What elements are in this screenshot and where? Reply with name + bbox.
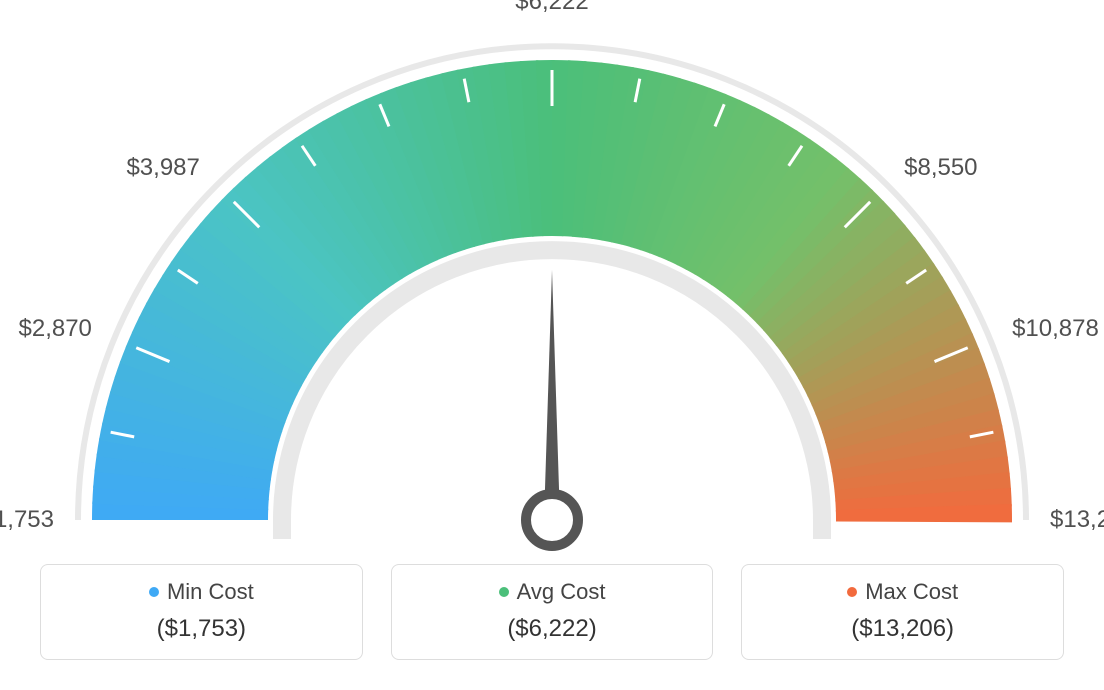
legend-value-max: ($13,206): [752, 615, 1053, 643]
scale-label: $8,550: [904, 154, 977, 182]
legend-card-max: Max Cost ($13,206): [741, 564, 1064, 660]
legend-title-min: Min Cost: [149, 579, 254, 605]
legend-title-max: Max Cost: [847, 579, 958, 605]
scale-label: $3,987: [126, 154, 199, 182]
scale-label: $13,206: [1050, 506, 1104, 534]
scale-label: $6,222: [515, 0, 588, 16]
dot-icon: [499, 587, 509, 597]
legend-value-min: ($1,753): [51, 615, 352, 643]
scale-label: $2,870: [19, 315, 92, 343]
legend-card-min: Min Cost ($1,753): [40, 564, 363, 660]
legend-title-text: Max Cost: [865, 579, 958, 605]
gauge-area: $1,753 $2,870 $3,987 $6,222 $8,550 $10,878 $13…: [0, 0, 1104, 560]
cost-gauge-chart: $1,753 $2,870 $3,987 $6,222 $8,550 $10,878 $13…: [0, 0, 1104, 690]
legend-title-avg: Avg Cost: [499, 579, 606, 605]
dot-icon: [149, 587, 159, 597]
legend-title-text: Min Cost: [167, 579, 254, 605]
scale-label: $1,753: [0, 506, 54, 534]
legend-card-avg: Avg Cost ($6,222): [391, 564, 714, 660]
legend-row: Min Cost ($1,753) Avg Cost ($6,222) Max …: [40, 564, 1064, 660]
legend-title-text: Avg Cost: [517, 579, 606, 605]
scale-label: $10,878: [1012, 315, 1099, 343]
gauge-svg: [0, 0, 1104, 560]
dot-icon: [847, 587, 857, 597]
legend-value-avg: ($6,222): [402, 615, 703, 643]
